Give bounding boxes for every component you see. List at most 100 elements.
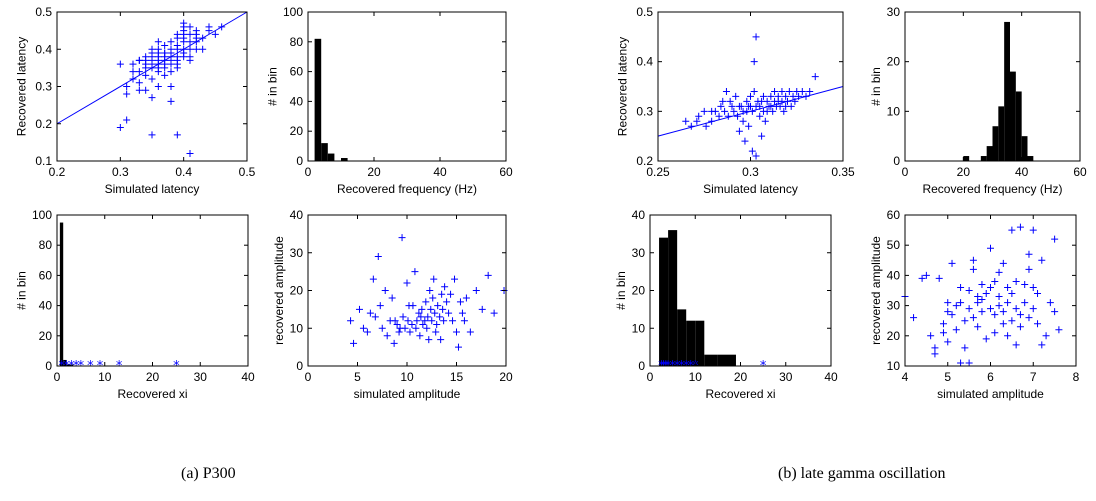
data-point <box>430 275 438 283</box>
histogram-bar <box>69 364 74 366</box>
data-point <box>999 320 1007 328</box>
data-point <box>129 75 137 83</box>
y-tick-label: 20 <box>290 284 304 298</box>
data-point <box>192 34 200 42</box>
x-tick-label: 0.3 <box>742 165 759 179</box>
data-point <box>404 317 412 325</box>
data-point <box>1038 341 1046 349</box>
data-point <box>1025 250 1033 258</box>
histogram-bar <box>1015 91 1022 161</box>
subplot-b1: 0.25 0.3 0.35 0.2 0.3 0.4 0.5 Simulated latency… <box>616 5 856 196</box>
data-point <box>1008 317 1016 325</box>
data-point <box>403 279 411 287</box>
data-point <box>211 30 219 38</box>
histogram-bar <box>963 156 970 161</box>
y-tick-label: 20 <box>39 329 53 343</box>
x-tick-label: 20 <box>146 370 160 384</box>
data-point <box>428 317 436 325</box>
data-point <box>987 305 994 313</box>
data-point <box>948 259 956 267</box>
x-tick-label: 5 <box>944 370 951 384</box>
y-tick-label: 0.5 <box>35 5 52 19</box>
data-point <box>1029 226 1037 234</box>
x-axis-label: Recovered xi <box>117 387 187 401</box>
data-point <box>416 332 424 340</box>
data-point <box>419 320 427 328</box>
x-axis-label: Recovered frequency (Hz) <box>337 182 477 196</box>
y-tick-label: 0 <box>45 359 52 373</box>
data-point <box>761 117 769 125</box>
data-point <box>413 317 421 325</box>
histogram-bar <box>1010 71 1016 161</box>
y-tick-label: 50 <box>887 238 901 252</box>
x-tick-label: 10 <box>689 370 703 384</box>
data-point <box>732 92 740 100</box>
y-tick-label: 60 <box>290 65 304 79</box>
caption-a: (a) P300 <box>181 465 236 482</box>
y-axis-label: Recovered latency <box>616 37 630 136</box>
histogram-bar <box>1027 156 1034 161</box>
data-point <box>957 359 965 367</box>
data-point <box>811 73 819 81</box>
x-tick-label: 10 <box>98 370 112 384</box>
data-point <box>767 102 775 110</box>
data-point <box>355 305 363 313</box>
data-point <box>161 49 169 57</box>
data-point <box>700 107 708 115</box>
y-tick-label: 0.4 <box>636 55 653 69</box>
data-point <box>393 320 401 328</box>
data-point <box>782 92 790 100</box>
data-point <box>918 274 926 282</box>
data-point <box>969 256 977 264</box>
data-point <box>396 324 404 332</box>
x-axis-label: Simulated latency <box>105 182 200 196</box>
data-point <box>715 112 723 120</box>
data-point <box>154 83 162 90</box>
x-tick-label: 0 <box>902 165 909 179</box>
y-tick-label: 40 <box>290 94 304 108</box>
data-point <box>739 117 747 125</box>
data-point <box>359 324 367 332</box>
x-tick-label: 40 <box>1015 165 1029 179</box>
data-point <box>726 97 734 105</box>
data-point <box>418 305 426 313</box>
data-point <box>995 302 1003 310</box>
data-point <box>719 97 727 105</box>
data-point <box>991 329 999 337</box>
data-point <box>1004 283 1012 291</box>
data-point <box>148 53 156 61</box>
data-point <box>961 317 969 325</box>
data-point <box>1008 226 1016 234</box>
data-point <box>948 311 956 319</box>
y-tick-label: 10 <box>887 104 901 118</box>
data-point <box>957 283 965 291</box>
data-point <box>1004 332 1012 340</box>
data-point <box>1012 277 1020 285</box>
subplot-b4: 4 5 6 7 8 10 20 30 40 50 60 simulated amplitude reco… <box>869 208 1080 401</box>
data-point <box>148 131 156 139</box>
data-point <box>747 92 754 100</box>
data-point <box>969 314 977 322</box>
histogram-bar <box>659 237 669 366</box>
x-axis-label: simulated amplitude <box>937 387 1044 401</box>
data-point <box>154 64 162 72</box>
y-tick-label: 10 <box>632 321 646 335</box>
y-tick-label: 0.2 <box>636 154 653 168</box>
x-tick-label: 15 <box>450 370 464 384</box>
data-point <box>978 296 986 304</box>
data-point <box>129 68 137 76</box>
y-tick-label: 20 <box>290 124 304 138</box>
data-point <box>205 27 213 35</box>
data-point <box>445 309 453 317</box>
data-point <box>961 344 969 352</box>
data-point <box>735 127 743 135</box>
data-point <box>218 23 226 31</box>
data-point <box>759 92 767 100</box>
data-point <box>974 299 982 307</box>
data-point <box>142 64 150 72</box>
y-tick-label: 10 <box>290 321 304 335</box>
y-axis-label: # in bin <box>266 67 280 106</box>
data-point <box>466 328 474 336</box>
data-point <box>782 102 790 110</box>
